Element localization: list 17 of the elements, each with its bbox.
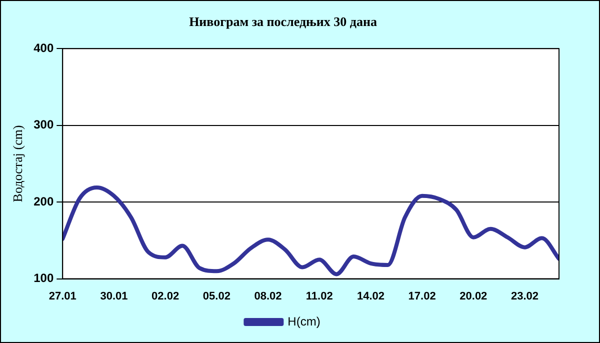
x-tick-label: 08.02	[254, 290, 282, 302]
y-tick-label: 400	[34, 40, 54, 55]
legend-label: H(cm)	[288, 314, 320, 328]
x-tick-label: 05.02	[202, 290, 230, 302]
chart-title: Нивограм за последњих 30 дана	[189, 14, 378, 30]
y-tick-label: 300	[34, 118, 54, 132]
x-tick-label: 20.02	[460, 290, 488, 302]
x-tick-label: 30.01	[100, 290, 128, 302]
y-axis-title: Водостај (cm)	[10, 125, 26, 202]
y-tick-label: 100	[34, 271, 54, 286]
x-tick-label: 14.02	[356, 290, 384, 302]
x-tick-label: 23.02	[511, 290, 539, 302]
x-tick-label: 11.02	[306, 290, 333, 302]
x-tick-label: 02.02	[152, 290, 180, 302]
x-tick-label: 17.02	[408, 290, 436, 302]
x-tick-label: 27.01	[48, 290, 76, 302]
y-tick-label: 200	[34, 194, 54, 208]
